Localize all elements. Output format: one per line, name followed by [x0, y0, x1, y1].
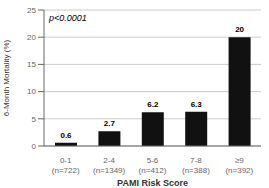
svg-text:5-6(n=412): 5-6(n=412): [139, 156, 167, 175]
svg-text:20: 20: [27, 33, 36, 42]
svg-text:6.3: 6.3: [191, 100, 203, 109]
html-text:p<0.0001: p<0.0001: [49, 13, 87, 23]
svg-text:≥9(n=392): ≥9(n=392): [225, 156, 253, 175]
svg-text:25: 25: [27, 6, 36, 15]
svg-text:6-Month Mortality (%): 6-Month Mortality (%): [8, 39, 11, 116]
svg-text:PAMI Risk Score: PAMI Risk Score: [117, 178, 188, 188]
svg-text:2-4(n=1349): 2-4(n=1349): [93, 156, 126, 175]
svg-text:0.6: 0.6: [60, 131, 72, 140]
svg-text:20: 20: [235, 25, 244, 34]
svg-text:7-8(n=388): 7-8(n=388): [182, 156, 210, 175]
svg-text:0-1(n=722): 0-1(n=722): [52, 156, 80, 175]
svg-text:5: 5: [32, 115, 37, 124]
svg-text:0: 0: [32, 142, 37, 151]
svg-text:15: 15: [27, 60, 36, 69]
svg-text:2.7: 2.7: [104, 119, 116, 128]
svg-text:6.2: 6.2: [147, 100, 159, 109]
svg-text:10: 10: [27, 87, 36, 96]
